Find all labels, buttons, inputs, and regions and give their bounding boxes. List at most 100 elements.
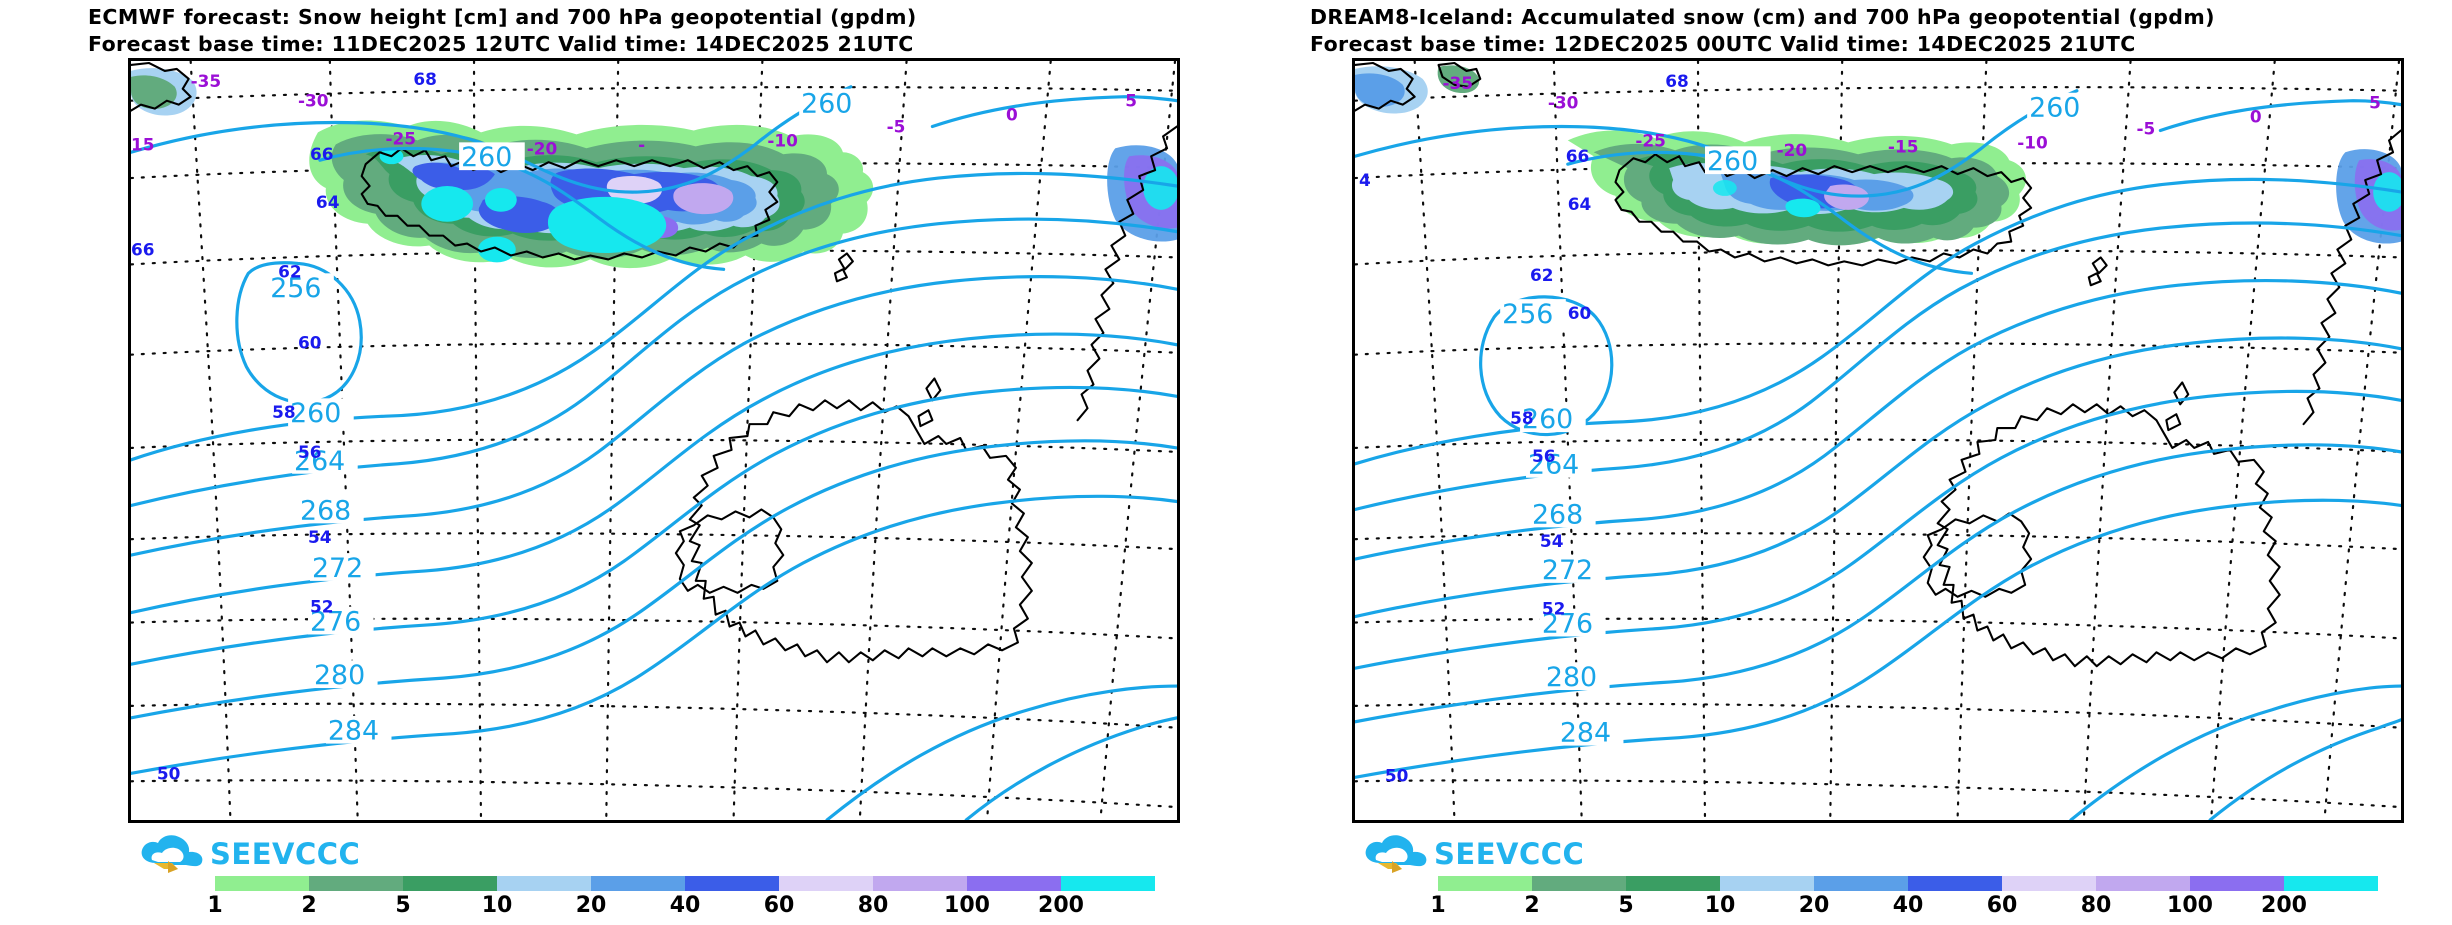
svg-text:-20: -20 bbox=[527, 138, 558, 158]
svg-text:260: 260 bbox=[290, 398, 341, 429]
colorbar-tick: 1 bbox=[207, 893, 223, 918]
latitude-labels-left: 68 66 64 62 60 58 56 54 52 50 66 bbox=[131, 69, 437, 783]
colorbar-segment bbox=[591, 876, 685, 891]
svg-text:0: 0 bbox=[2250, 107, 2262, 127]
colorbar-segment bbox=[1438, 876, 1532, 891]
svg-text:50: 50 bbox=[1385, 765, 1409, 785]
colorbar-tick: 5 bbox=[1618, 893, 1634, 918]
colorbar-segment bbox=[2002, 876, 2096, 891]
colorbar-segment bbox=[1720, 876, 1814, 891]
colorbar-segment bbox=[2190, 876, 2284, 891]
svg-text:58: 58 bbox=[1510, 408, 1534, 428]
svg-text:60: 60 bbox=[1568, 303, 1592, 323]
colorbar-tick: 40 bbox=[669, 893, 701, 918]
svg-text:260: 260 bbox=[801, 89, 852, 120]
svg-text:264: 264 bbox=[294, 446, 345, 477]
contour-labels-left: 256 260 260 260 264 268 272 276 bbox=[268, 89, 865, 747]
colorbar-strip-right bbox=[1438, 876, 2378, 891]
colorbar-tick: 1 bbox=[1430, 893, 1446, 918]
svg-text:-10: -10 bbox=[767, 130, 798, 150]
svg-text:256: 256 bbox=[1502, 299, 1553, 330]
colorbar-tick: 10 bbox=[1704, 893, 1736, 918]
map-canvas-left[interactable]: 256 260 260 260 264 268 272 276 bbox=[128, 58, 1180, 823]
seevccc-logo-text: SEEVCCC bbox=[210, 837, 361, 871]
svg-text:276: 276 bbox=[1542, 609, 1593, 640]
svg-text:260: 260 bbox=[1707, 146, 1758, 177]
svg-text:54: 54 bbox=[1540, 531, 1564, 551]
svg-text:268: 268 bbox=[1532, 499, 1583, 530]
svg-text:272: 272 bbox=[1542, 555, 1593, 586]
seevccc-logo-text: SEEVCCC bbox=[1434, 837, 1585, 871]
svg-text:-30: -30 bbox=[1548, 93, 1579, 113]
colorbar-segment bbox=[685, 876, 779, 891]
svg-text:260: 260 bbox=[2029, 93, 2080, 124]
svg-text:260: 260 bbox=[461, 142, 512, 173]
panel-title-block-left: ECMWF forecast: Snow height [cm] and 700… bbox=[88, 4, 1208, 58]
panel-title-line1-left: ECMWF forecast: Snow height [cm] and 700… bbox=[88, 5, 917, 29]
colorbar-left: 1 2 5 10 20 40 60 80 100 200 bbox=[207, 876, 1175, 922]
seevccc-logo-right: SEEVCCC bbox=[1362, 833, 1632, 877]
svg-text:66: 66 bbox=[131, 239, 155, 259]
colorbar-segment bbox=[497, 876, 591, 891]
svg-text:62: 62 bbox=[1530, 265, 1554, 285]
svg-text:284: 284 bbox=[1560, 718, 1611, 749]
seevccc-logo-left: SEEVCCC bbox=[138, 833, 408, 877]
contour-labels-right: 256 260 260 260 264 268 272 276 bbox=[1500, 93, 2093, 749]
svg-text:-5: -5 bbox=[887, 116, 906, 136]
svg-text:4: 4 bbox=[1359, 170, 1371, 190]
svg-text:66: 66 bbox=[1566, 146, 1590, 166]
svg-text:284: 284 bbox=[328, 716, 379, 747]
colorbar-segment bbox=[779, 876, 873, 891]
svg-text:-25: -25 bbox=[386, 128, 417, 148]
colorbar-tick: 10 bbox=[481, 893, 513, 918]
cloud-icon bbox=[1365, 835, 1427, 873]
svg-text:280: 280 bbox=[314, 660, 365, 691]
svg-text:52: 52 bbox=[310, 597, 334, 617]
svg-text:64: 64 bbox=[316, 192, 340, 212]
svg-text:-35: -35 bbox=[191, 71, 222, 91]
colorbar-tick: 80 bbox=[2080, 893, 2112, 918]
colorbar-segment bbox=[1908, 876, 2002, 891]
colorbar-strip-left bbox=[215, 876, 1155, 891]
svg-text:64: 64 bbox=[1568, 194, 1592, 214]
map-canvas-right[interactable]: 256 260 260 260 264 268 272 276 bbox=[1352, 58, 2404, 823]
svg-text:-35: -35 bbox=[1442, 73, 1473, 93]
colorbar-tick: 2 bbox=[1524, 893, 1540, 918]
colorbar-segment bbox=[1814, 876, 1908, 891]
colorbar-right: 1 2 5 10 20 40 60 80 100 200 bbox=[1430, 876, 2398, 922]
colorbar-tick: 2 bbox=[301, 893, 317, 918]
svg-text:264: 264 bbox=[1528, 450, 1579, 481]
colorbar-tick: 5 bbox=[395, 893, 411, 918]
colorbar-ticklabels-right: 1 2 5 10 20 40 60 80 100 200 bbox=[1430, 891, 2378, 919]
colorbar-segment bbox=[967, 876, 1061, 891]
svg-text:5: 5 bbox=[2369, 93, 2381, 113]
colorbar-tick: 200 bbox=[2261, 893, 2307, 918]
svg-text:56: 56 bbox=[298, 442, 322, 462]
map-graphic-right: 256 260 260 260 264 268 272 276 bbox=[1355, 61, 2401, 820]
map-graphic-left: 256 260 260 260 264 268 272 276 bbox=[131, 61, 1177, 820]
svg-text:68: 68 bbox=[1665, 71, 1689, 91]
svg-text:56: 56 bbox=[1532, 446, 1556, 466]
colorbar-tick: 80 bbox=[857, 893, 889, 918]
colorbar-segment bbox=[309, 876, 403, 891]
cloud-icon bbox=[141, 835, 203, 873]
svg-text:276: 276 bbox=[310, 607, 361, 638]
svg-text:268: 268 bbox=[300, 495, 351, 526]
colorbar-segment bbox=[403, 876, 497, 891]
forecast-panel-ecmwf: ECMWF forecast: Snow height [cm] and 700… bbox=[88, 4, 1208, 922]
svg-text:-10: -10 bbox=[2017, 132, 2048, 152]
svg-text:272: 272 bbox=[312, 553, 363, 584]
svg-text:-25: -25 bbox=[1635, 130, 1666, 150]
svg-text:66: 66 bbox=[310, 144, 334, 164]
svg-text:-5: -5 bbox=[2137, 118, 2156, 138]
svg-text:50: 50 bbox=[157, 763, 181, 783]
colorbar-tick: 40 bbox=[1892, 893, 1924, 918]
panel-title-block-right: DREAM8-Iceland: Accumulated snow (cm) an… bbox=[1310, 4, 2430, 58]
colorbar-segment bbox=[2096, 876, 2190, 891]
svg-text:62: 62 bbox=[278, 261, 302, 281]
panel-title-line2-right: Forecast base time: 12DEC2025 00UTC Vali… bbox=[1310, 32, 2136, 56]
svg-text:256: 256 bbox=[270, 273, 321, 304]
colorbar-tick: 200 bbox=[1038, 893, 1084, 918]
svg-text:54: 54 bbox=[308, 527, 332, 547]
